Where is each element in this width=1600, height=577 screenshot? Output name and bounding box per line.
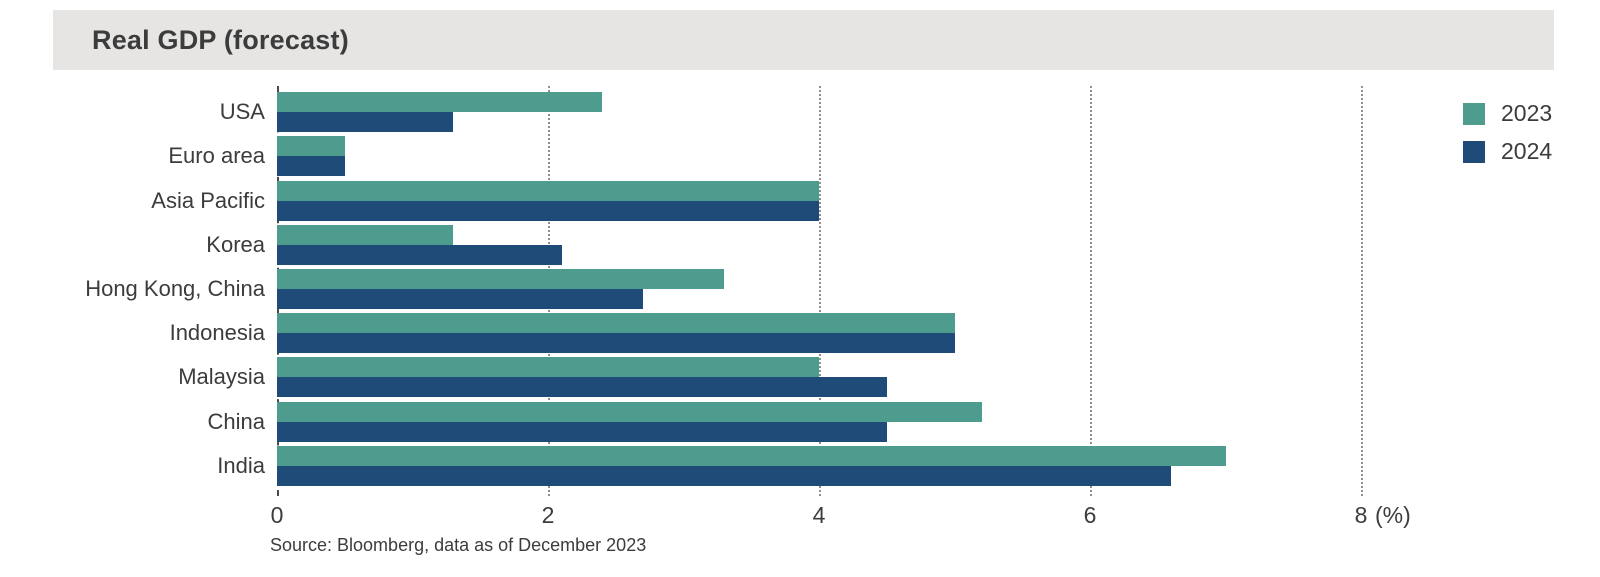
category-label: India [217, 452, 265, 478]
legend-label: 2024 [1501, 138, 1553, 164]
bar-2023 [277, 224, 454, 245]
bar-row [277, 311, 1361, 355]
bar-2024 [277, 465, 1172, 486]
bar-row [277, 267, 1361, 311]
source-note: Source: Bloomberg, data as of December 2… [270, 535, 647, 555]
bar-2023 [277, 268, 725, 289]
category-label: China [207, 408, 265, 434]
chart-title: Real GDP (forecast) [92, 24, 349, 55]
x-tick-label-2: 2 [541, 502, 555, 528]
x-axis: (%) 0 2 4 6 8 [271, 502, 1411, 532]
bar-row [277, 444, 1361, 488]
category-label: Asia Pacific [151, 187, 265, 213]
x-tick-label-6: 6 [1083, 502, 1097, 528]
bar-2023 [277, 136, 345, 157]
x-tick-label-0: 0 [270, 502, 284, 528]
gridline-4 [819, 86, 821, 496]
x-tick-label-4: 4 [812, 502, 826, 528]
category-label: Korea [206, 231, 265, 257]
bar-row [277, 223, 1361, 267]
title-bar: Real GDP (forecast) [53, 10, 1554, 70]
bar-2024 [277, 377, 887, 398]
legend-swatch-2024 [1463, 140, 1485, 163]
bar-2024 [277, 288, 643, 309]
bar-row [277, 400, 1361, 444]
bar-rows [277, 90, 1361, 488]
category-label: Hong Kong, China [85, 275, 265, 301]
category-label: USA [219, 99, 265, 125]
category-label: Euro area [168, 143, 265, 169]
bar-2024 [277, 200, 819, 221]
legend-entry-2024: 2024 [1463, 138, 1552, 165]
bar-row [277, 178, 1361, 222]
bar-2024 [277, 112, 454, 133]
category-axis: USA Euro area Asia Pacific Korea Hong Kong, … [0, 90, 265, 488]
category-label: Indonesia [169, 320, 265, 346]
bar-2023 [277, 313, 955, 334]
bar-row [277, 134, 1361, 178]
x-axis-unit-label: (%) [1375, 502, 1411, 528]
gridline-8 [1361, 86, 1363, 496]
bar-row [277, 90, 1361, 134]
bar-2023 [277, 92, 603, 113]
x-tick-label-8: 8 [1354, 502, 1368, 528]
category-label: Malaysia [178, 364, 265, 390]
legend-entry-2023: 2023 [1463, 100, 1552, 127]
bar-2024 [277, 244, 562, 265]
bar-2024 [277, 333, 955, 354]
bar-2024 [277, 156, 345, 177]
legend-swatch-2023 [1463, 102, 1485, 125]
legend: 2023 2024 [1463, 100, 1552, 165]
bar-2023 [277, 401, 982, 422]
bar-2024 [277, 421, 887, 442]
bar-plot [277, 86, 1363, 496]
bar-row [277, 355, 1361, 399]
legend-label: 2023 [1501, 100, 1553, 126]
bar-2023 [277, 180, 819, 201]
bar-2023 [277, 357, 819, 378]
plot-area: USA Euro area Asia Pacific Korea Hong Kong, … [0, 86, 1600, 532]
gridline-6 [1090, 86, 1092, 496]
bar-2023 [277, 445, 1226, 466]
